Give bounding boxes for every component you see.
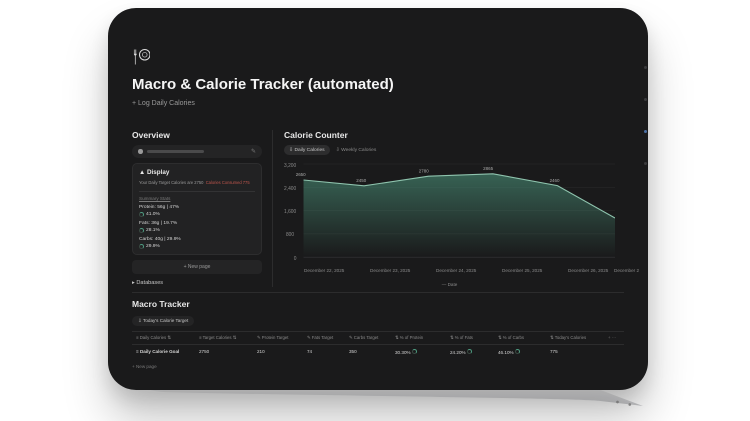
- svg-text:3,200: 3,200: [284, 163, 296, 169]
- svg-text:800: 800: [286, 232, 294, 238]
- svg-text:0: 0: [294, 256, 297, 262]
- svg-text:2450: 2450: [356, 178, 366, 183]
- svg-text:2865: 2865: [483, 166, 493, 171]
- svg-text:1,600: 1,600: [284, 209, 296, 215]
- svg-text:2460: 2460: [550, 178, 560, 183]
- svg-text:2,400: 2,400: [284, 186, 296, 192]
- svg-text:2780: 2780: [419, 168, 429, 173]
- svg-text:2650: 2650: [296, 172, 306, 177]
